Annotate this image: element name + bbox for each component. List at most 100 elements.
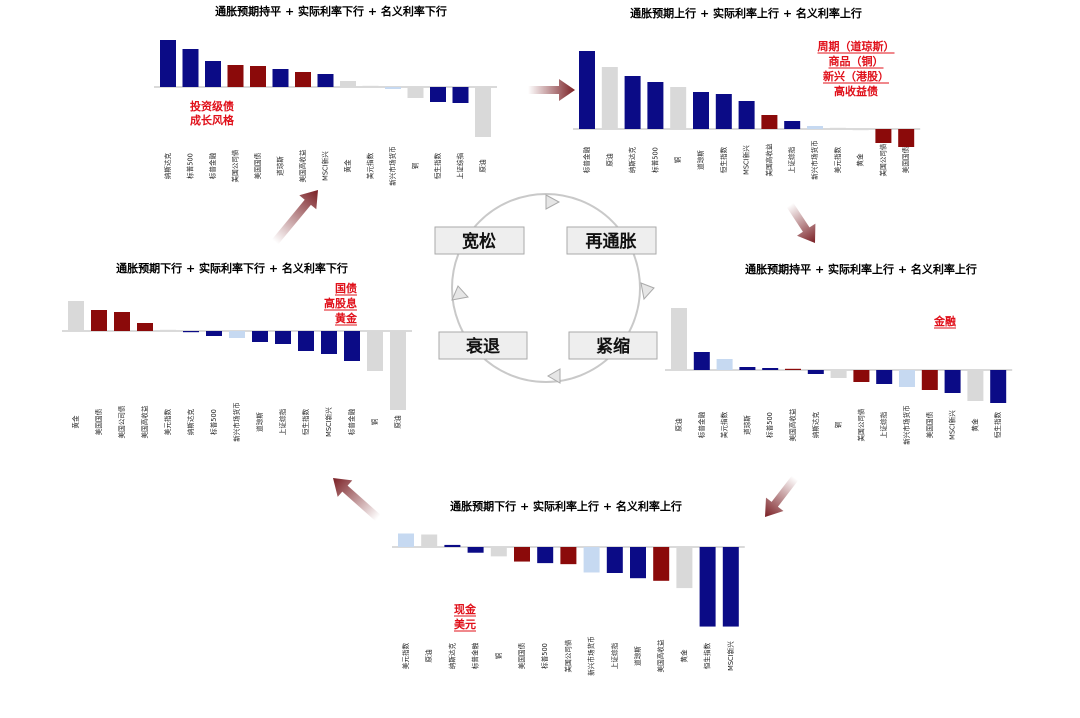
bar <box>653 547 670 581</box>
tick-label: 纳斯达克 <box>811 411 820 438</box>
tick-label: 铜 <box>834 421 843 428</box>
bar <box>601 67 618 129</box>
cycle-arrowhead-right-icon <box>640 282 655 301</box>
bar <box>275 331 291 344</box>
tick-label: 美元指数 <box>401 642 410 669</box>
tick-label: 纳斯达克 <box>447 642 456 669</box>
cycle-arrowhead-top-icon <box>545 194 561 210</box>
bar <box>579 51 595 129</box>
tick-label: 原油 <box>393 415 402 429</box>
bar <box>875 129 892 143</box>
tick-label: 上证综指 <box>456 152 465 179</box>
tick-label: 上证综指 <box>787 146 796 173</box>
annotation-label: 现金 <box>454 602 477 616</box>
tick-label: 美国国债 <box>94 408 103 435</box>
bar <box>807 370 824 374</box>
bar <box>899 370 915 387</box>
chart-title: 通胀预期下行 + 实际利率下行 + 名义利率下行 <box>116 261 348 275</box>
bar <box>467 547 484 553</box>
bar <box>398 533 414 547</box>
bar <box>252 331 268 342</box>
bar <box>514 547 530 562</box>
tick-label: 美国高收益 <box>656 639 665 672</box>
cycle-ring <box>451 193 641 383</box>
annotation-label: 黄金 <box>335 311 358 325</box>
tick-label: 纳斯达克 <box>628 146 637 173</box>
tick-label: 美国公司债 <box>563 639 572 672</box>
bar <box>272 69 289 87</box>
tick-label: 原油 <box>424 649 433 663</box>
bar <box>762 368 779 370</box>
tick-label: 道琼斯 <box>696 150 705 170</box>
bar <box>114 312 130 331</box>
tick-label: 上证综指 <box>610 642 619 669</box>
bar <box>921 370 938 390</box>
bar <box>829 127 846 129</box>
tick-label: 美国高收益 <box>298 149 307 182</box>
bar <box>367 331 383 371</box>
transition-arrow-icon <box>333 478 381 521</box>
tick-label: 原油 <box>674 418 683 432</box>
phase-label-easing: 宽松 <box>462 231 496 252</box>
tick-label: 标普500 <box>650 147 659 173</box>
bar <box>160 40 176 87</box>
bar <box>876 370 893 384</box>
tick-label: 铜 <box>673 156 682 163</box>
bar <box>490 547 507 557</box>
tick-label: 铜 <box>411 162 420 169</box>
bar <box>385 87 401 89</box>
bar <box>693 352 710 370</box>
tick-label: 美国国债 <box>253 152 262 179</box>
bar <box>583 547 600 573</box>
phase-box-easing <box>434 226 525 255</box>
tick-label: 新兴市场货币 <box>587 636 596 676</box>
tick-label: MSCI新兴 <box>742 145 751 175</box>
tick-label: 原油 <box>478 159 487 173</box>
bar <box>738 101 755 129</box>
bar <box>344 331 360 361</box>
bar <box>852 129 869 131</box>
chart-title: 通胀预期持平 + 实际利率下行 + 名义利率下行 <box>215 4 447 18</box>
chart-title: 通胀预期下行 + 实际利率上行 + 名义利率上行 <box>450 499 682 513</box>
bar <box>183 331 199 333</box>
bar <box>227 65 244 87</box>
transition-arrow-icon <box>786 202 816 243</box>
tick-label: 上证综指 <box>278 408 287 435</box>
bar <box>785 368 801 370</box>
bar <box>693 92 709 129</box>
tick-label: 美国公司债 <box>856 408 865 441</box>
phase-label-recession: 衰退 <box>465 336 500 357</box>
annotation-label: 高收益债 <box>834 84 878 98</box>
tick-label: 美元指数 <box>720 411 729 438</box>
bar <box>298 331 314 351</box>
tick-label: 道琼斯 <box>255 412 264 432</box>
tick-label: 标普500 <box>186 153 195 179</box>
bar <box>830 370 847 378</box>
bar <box>606 547 623 573</box>
bar <box>670 87 687 129</box>
tick-label: 美国公司债 <box>231 149 240 182</box>
bar <box>739 367 756 370</box>
phase-label-reflation: 再通胀 <box>586 232 637 252</box>
phase-label-tightening: 紧缩 <box>596 336 630 357</box>
tick-label: 标普金融 <box>347 408 356 435</box>
bar <box>898 129 915 147</box>
bar <box>137 323 153 331</box>
bar <box>671 308 687 370</box>
tick-label: 道琼斯 <box>276 156 285 176</box>
tick-label: 上证综指 <box>879 411 888 438</box>
tick-label: 新兴市场货币 <box>810 140 819 180</box>
tick-label: 美元指数 <box>366 152 375 179</box>
tick-label: 美国公司债 <box>878 143 887 176</box>
tick-label: 美国国债 <box>517 642 526 669</box>
tick-label: MSCI新兴 <box>726 641 735 671</box>
tick-label: 黄金 <box>679 649 688 663</box>
tick-label: MSCI新兴 <box>324 407 333 437</box>
phase-box-reflation <box>566 226 657 255</box>
tick-label: 黄金 <box>970 418 979 432</box>
bar <box>91 310 107 331</box>
tick-label: 美国国债 <box>925 411 934 438</box>
